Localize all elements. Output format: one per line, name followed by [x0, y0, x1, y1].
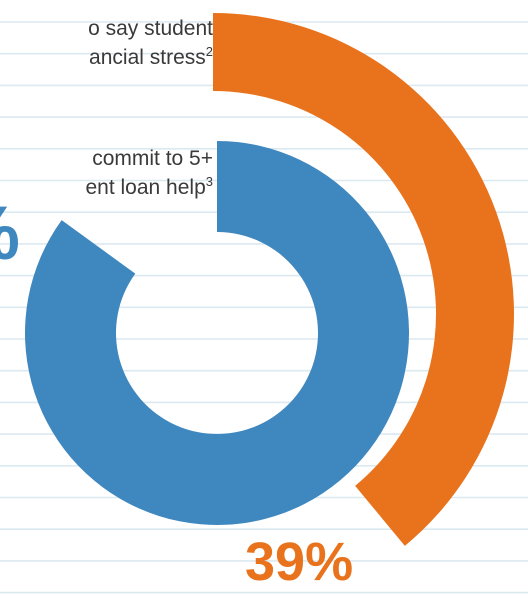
orange-ring-percentage-label: 39% — [245, 532, 354, 592]
orange-ring-arc — [213, 13, 514, 546]
blue-ring-percentage-label: % — [0, 196, 20, 272]
orange-caption-line-2: ancial stress2 — [88, 43, 213, 72]
orange-caption-line-1: o say student — [88, 17, 213, 40]
blue-caption-line-2-text: ent loan help — [85, 176, 206, 199]
blue-caption-footnote: 3 — [205, 174, 213, 189]
blue-caption-line-2: ent loan help3 — [85, 173, 213, 202]
orange-caption-line-2-text: ancial stress — [89, 46, 206, 69]
blue-caption-line-1: commit to 5+ — [92, 147, 213, 170]
orange-ring-caption: o say student ancial stress2 — [88, 14, 213, 72]
orange-caption-footnote: 2 — [205, 44, 213, 59]
blue-ring-arc — [25, 141, 410, 525]
blue-ring-caption: commit to 5+ ent loan help3 — [85, 144, 213, 202]
